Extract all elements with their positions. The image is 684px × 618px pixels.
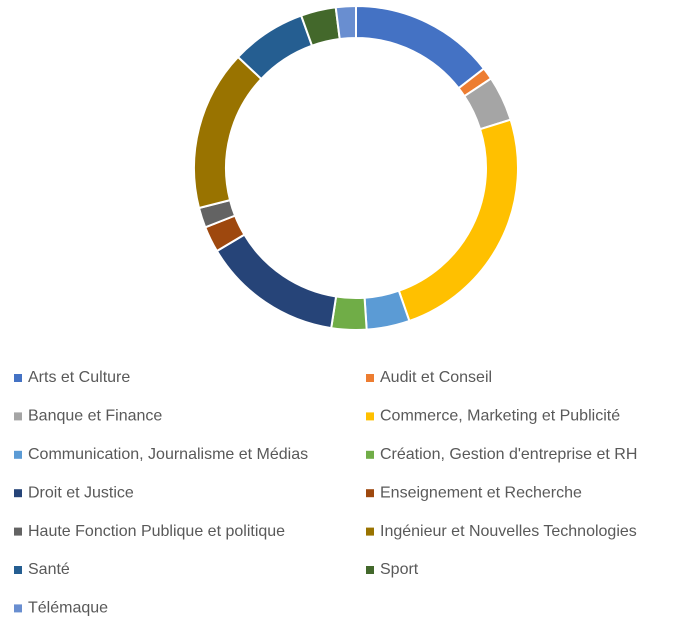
donut-segment <box>355 4 486 90</box>
legend-label: Enseignement et Recherche <box>380 484 582 501</box>
legend-marker <box>366 527 374 536</box>
legend-marker <box>14 527 22 536</box>
donut-segment <box>215 233 338 330</box>
legend-label: Audit et Conseil <box>380 369 492 386</box>
legend-marker <box>366 374 374 382</box>
legend-marker <box>366 566 374 574</box>
legend-label: Télémaque <box>28 600 108 617</box>
donut-segment <box>334 4 357 41</box>
legend-label: Banque et Finance <box>28 408 162 425</box>
donut-segment <box>330 295 368 331</box>
legend-marker <box>14 489 22 498</box>
legend-label: Ingénieur et Nouvelles Technologies <box>380 523 637 540</box>
legend-label: Haute Fonction Publique et politique <box>28 523 285 540</box>
legend-label: Droit et Justice <box>28 484 134 501</box>
legend-marker <box>14 374 22 382</box>
legend-label: Commerce, Marketing et Publicité <box>380 408 620 425</box>
legend-marker <box>366 489 374 498</box>
legend-label: Création, Gestion d'entreprise et RH <box>380 446 637 463</box>
legend-marker <box>14 412 22 421</box>
legend-label: Communication, Journalisme et Médias <box>28 446 308 463</box>
legend-label: Santé <box>28 561 70 578</box>
legend-label: Arts et Culture <box>28 369 130 386</box>
donut-segment <box>397 118 519 323</box>
legend-marker <box>14 604 22 613</box>
legend-marker <box>366 450 374 459</box>
legend-label: Sport <box>380 561 419 578</box>
legend-marker <box>14 450 22 459</box>
legend-marker <box>14 566 22 574</box>
legend-marker <box>366 412 374 421</box>
donut-segment <box>193 55 263 210</box>
